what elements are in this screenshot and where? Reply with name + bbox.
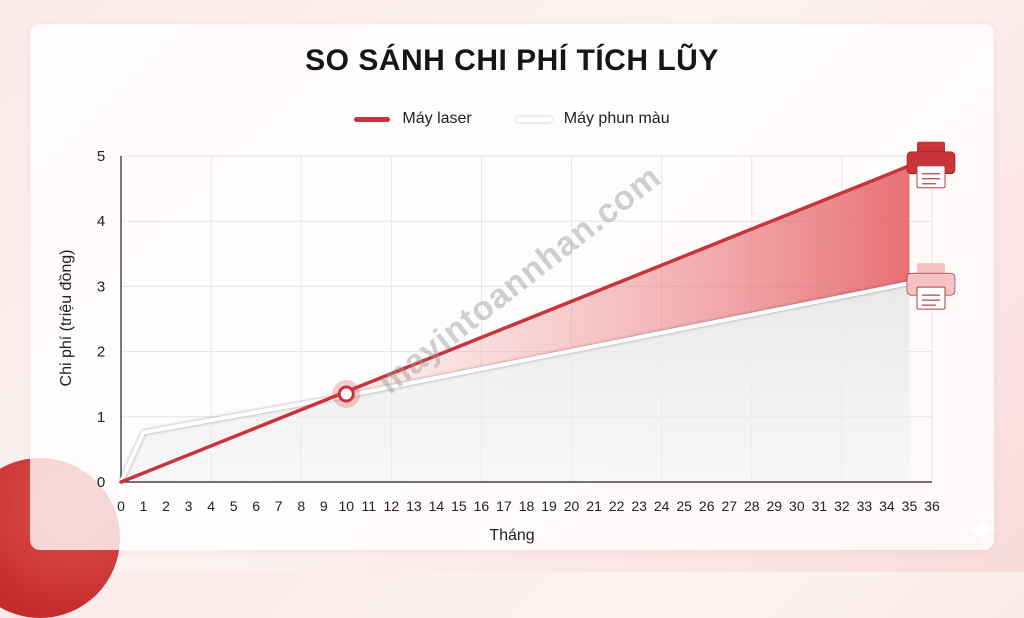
x-tick-label: 27 bbox=[721, 498, 737, 514]
x-tick-label: 0 bbox=[117, 498, 125, 514]
printer-paper bbox=[916, 165, 946, 189]
x-tick-label: 9 bbox=[320, 498, 328, 514]
x-tick-label: 28 bbox=[744, 498, 760, 514]
x-tick-label: 7 bbox=[275, 498, 283, 514]
x-tick-label: 8 bbox=[297, 498, 305, 514]
x-tick-label: 6 bbox=[252, 498, 260, 514]
x-tick-label: 10 bbox=[338, 498, 354, 514]
x-tick-label: 15 bbox=[451, 498, 467, 514]
x-tick-label: 26 bbox=[699, 498, 715, 514]
series-line-inkjet bbox=[119, 281, 910, 483]
y-tick-label: 0 bbox=[97, 474, 105, 491]
x-tick-label: 14 bbox=[429, 498, 445, 514]
x-tick-label: 24 bbox=[654, 498, 670, 514]
x-tick-label: 5 bbox=[230, 498, 238, 514]
x-tick-label: 1 bbox=[140, 498, 148, 514]
legend-swatch-laser bbox=[354, 116, 391, 122]
x-tick-label: 4 bbox=[207, 498, 215, 514]
legend-label-laser: Máy laser bbox=[402, 110, 472, 127]
x-tick-label: 16 bbox=[474, 498, 490, 514]
y-axis-label: Chi phí (triệu đồng) bbox=[58, 249, 75, 387]
inkjet-printer-icon bbox=[906, 263, 956, 310]
x-tick-label: 22 bbox=[609, 498, 625, 514]
x-tick-label: 23 bbox=[631, 498, 647, 514]
x-tick-label: 13 bbox=[406, 498, 422, 514]
x-tick-label: 11 bbox=[362, 498, 377, 514]
x-tick-label: 29 bbox=[767, 498, 783, 514]
y-tick-label: 5 bbox=[97, 148, 105, 165]
x-tick-label: 31 bbox=[812, 498, 828, 514]
intersection-marker bbox=[337, 385, 355, 403]
x-tick-label: 19 bbox=[541, 498, 557, 514]
legend-item-laser: Máy laser bbox=[354, 110, 472, 128]
y-tick-label: 4 bbox=[97, 213, 105, 230]
x-tick-label: 17 bbox=[496, 498, 512, 514]
x-tick-label: 20 bbox=[564, 498, 580, 514]
x-tick-label: 21 bbox=[586, 498, 602, 514]
printer-top bbox=[917, 263, 945, 276]
x-tick-label: 33 bbox=[857, 498, 873, 514]
legend-item-inkjet: Máy phun màu bbox=[515, 110, 670, 128]
x-axis-label: Tháng bbox=[489, 527, 535, 544]
x-tick-label: 34 bbox=[879, 498, 895, 514]
legend-swatch-inkjet bbox=[515, 116, 552, 122]
chart-legend: Máy laser Máy phun màu bbox=[0, 110, 1024, 128]
x-tick-label: 18 bbox=[519, 498, 535, 514]
laser-printer-icon bbox=[906, 141, 956, 189]
inkjet-area-fill bbox=[121, 283, 910, 482]
x-tick-label: 12 bbox=[384, 498, 400, 514]
chart-plot: 0 1 2 3 4 5 6 7 8 9 10 11 12 13 14 15 16 17 18 19 20 21 22 23 24… bbox=[97, 141, 956, 514]
y-tick-label: 1 bbox=[97, 409, 105, 426]
x-tick-label: 3 bbox=[185, 498, 193, 514]
y-tick-label: 3 bbox=[97, 278, 105, 295]
x-tick-label: 35 bbox=[902, 498, 918, 514]
x-tick-label: 2 bbox=[162, 498, 170, 514]
y-tick-label: 2 bbox=[97, 344, 105, 361]
series-line-laser bbox=[119, 164, 912, 484]
x-tick-label: 36 bbox=[924, 498, 940, 514]
x-tick-label: 30 bbox=[789, 498, 805, 514]
x-tick-label: 32 bbox=[834, 498, 850, 514]
printer-top bbox=[917, 141, 945, 154]
legend-label-inkjet: Máy phun màu bbox=[563, 110, 670, 127]
chart-title: SO SÁNH CHI PHÍ TÍCH LŨY bbox=[305, 44, 719, 77]
x-tick-label: 25 bbox=[676, 498, 692, 514]
printer-paper bbox=[916, 286, 946, 310]
